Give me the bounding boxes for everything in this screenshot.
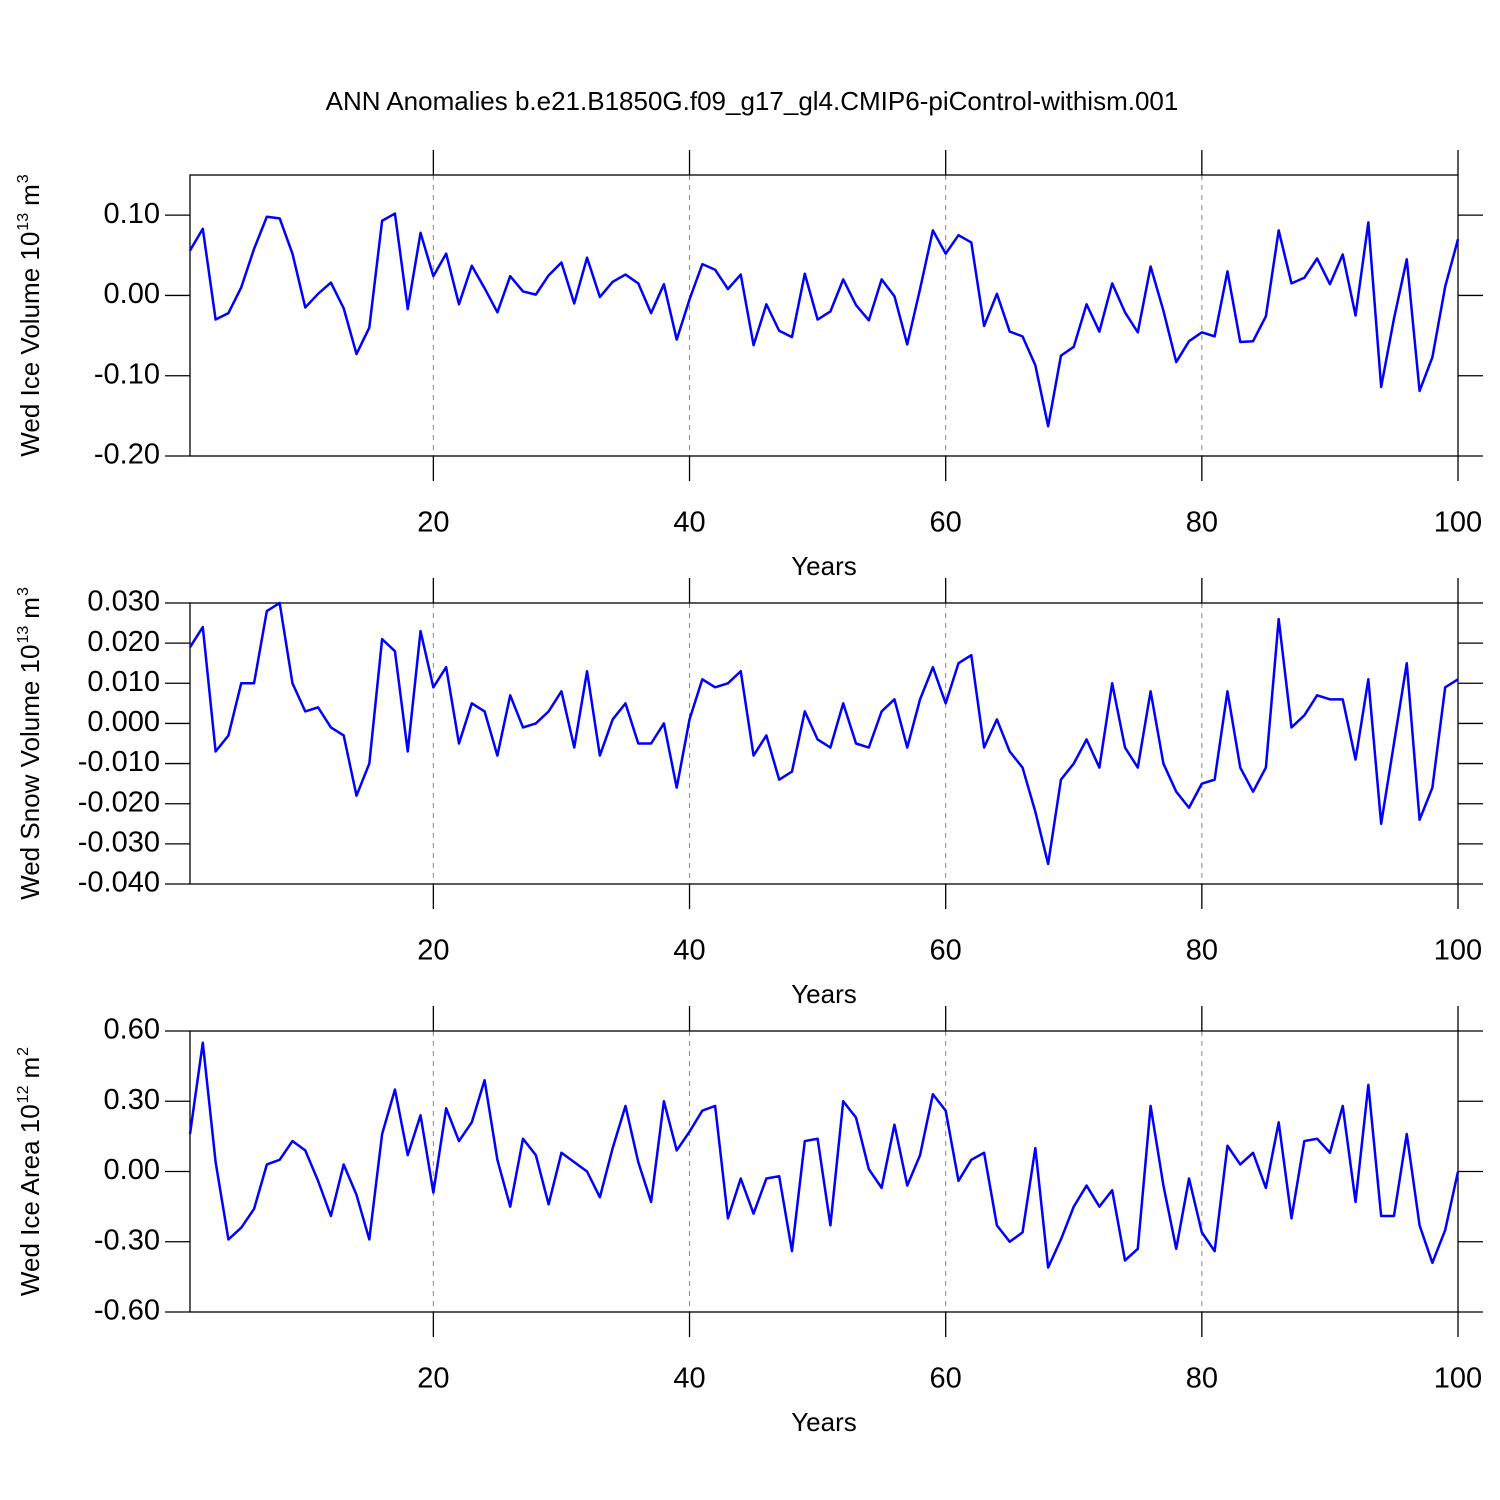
data-line — [188, 212, 1460, 428]
y-axis-exponent: 13 — [15, 213, 32, 231]
y-axis-text: Wed Ice Volume 10 — [15, 232, 45, 457]
plot-frame — [189, 1030, 1459, 1313]
x-axis-title: Years — [791, 1407, 857, 1437]
y-axis-text: m — [15, 184, 45, 206]
y-axis-title: Wed Ice Area 1012 m2 — [15, 1047, 45, 1296]
y-tick-label: -0.30 — [94, 1224, 160, 1256]
x-tick-label: 20 — [417, 1363, 449, 1395]
y-tick-label: 0.020 — [87, 626, 160, 658]
x-tick-label: 100 — [1434, 935, 1482, 967]
x-tick-label: 60 — [930, 1363, 962, 1395]
y-axis-title: Wed Ice Volume 1013 m3 — [15, 174, 45, 456]
x-tick-label: 40 — [673, 1363, 705, 1395]
chart-title: ANN Anomalies b.e21.B1850G.f09_g17_gl4.C… — [326, 86, 1179, 116]
y-tick-label: -0.040 — [78, 867, 160, 899]
x-tick-label: 40 — [673, 935, 705, 967]
y-tick-label: 0.010 — [87, 666, 160, 698]
plot-frame — [189, 174, 1459, 457]
y-tick-label: -0.010 — [78, 746, 160, 778]
y-tick-label: -0.20 — [94, 439, 160, 471]
x-tick-label: 80 — [1186, 1363, 1218, 1395]
y-tick-label: 0.000 — [87, 706, 160, 738]
y-axis-exponent: 3 — [15, 174, 32, 183]
x-tick-label: 60 — [930, 935, 962, 967]
y-axis-text: m — [15, 597, 45, 619]
y-axis-exponent: 12 — [15, 1085, 32, 1103]
y-axis-exponent: 3 — [15, 587, 32, 596]
y-tick-label: 0.00 — [104, 278, 160, 310]
y-axis-title: Wed Snow Volume 1013 m3 — [15, 587, 45, 900]
y-axis-text: m — [15, 1057, 45, 1079]
y-tick-label: 0.030 — [87, 586, 160, 618]
x-axis-title: Years — [791, 979, 857, 1009]
y-axis-exponent: 2 — [15, 1047, 32, 1056]
y-axis-exponent: 13 — [15, 626, 32, 644]
y-tick-label: -0.020 — [78, 786, 160, 818]
y-tick-label: 0.30 — [104, 1084, 160, 1116]
y-tick-label: -0.030 — [78, 827, 160, 859]
x-tick-label: 100 — [1434, 1363, 1482, 1395]
data-line — [188, 601, 1459, 866]
data-line — [188, 1041, 1460, 1269]
x-axis-title: Years — [791, 551, 857, 581]
x-tick-label: 20 — [417, 935, 449, 967]
x-tick-label: 100 — [1434, 507, 1482, 539]
y-axis-text: Wed Snow Volume 10 — [15, 645, 45, 900]
x-tick-label: 80 — [1186, 507, 1218, 539]
x-tick-label: 80 — [1186, 935, 1218, 967]
y-tick-label: 0.10 — [104, 198, 160, 230]
y-tick-label: 0.60 — [104, 1014, 160, 1046]
x-tick-label: 20 — [417, 507, 449, 539]
y-tick-label: -0.10 — [94, 358, 160, 390]
x-tick-label: 60 — [930, 507, 962, 539]
y-tick-label: 0.00 — [104, 1154, 160, 1186]
plot-frame — [189, 602, 1459, 885]
y-axis-text: Wed Ice Area 10 — [15, 1104, 45, 1296]
y-tick-label: -0.60 — [94, 1295, 160, 1327]
x-tick-label: 40 — [673, 507, 705, 539]
